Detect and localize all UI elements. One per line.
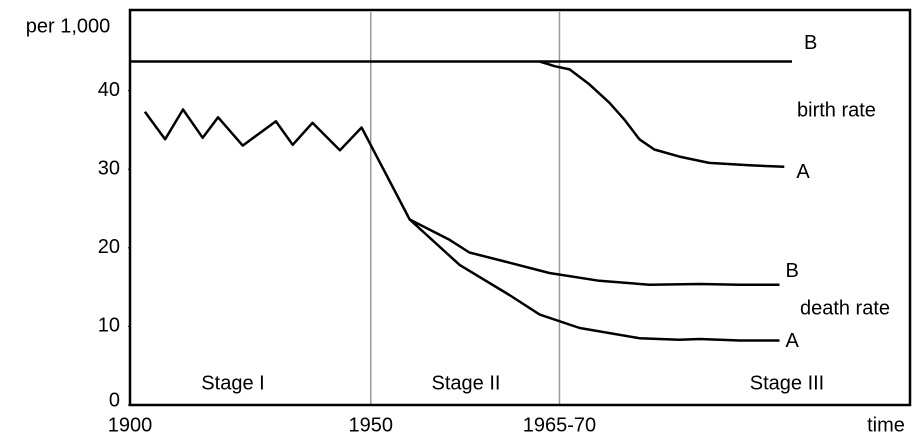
y-tick-label: 20: [98, 236, 120, 258]
line: [408, 218, 780, 342]
y-tick-label: 10: [98, 315, 120, 337]
x-tick-label: 1950: [348, 414, 393, 436]
annotation: Stage I: [201, 372, 264, 394]
x-axis-label: time: [867, 414, 905, 436]
x-tick-label: 1900: [108, 414, 153, 436]
y-tick-label: 30: [98, 157, 120, 179]
x-tick-label: 1965-70: [523, 414, 596, 436]
y-axis-label: per 1,000: [26, 15, 111, 37]
annotation: birth rate: [797, 99, 876, 121]
y-tick-label: 40: [98, 79, 120, 101]
series-label: A: [796, 161, 810, 183]
series-label: B: [786, 260, 799, 282]
annotation: Stage III: [750, 372, 825, 394]
plot-frame: [128, 8, 912, 407]
y-tick-label: 0: [109, 389, 120, 411]
annotation: death rate: [800, 297, 890, 319]
series-label: B: [804, 32, 817, 54]
series-label: A: [786, 330, 800, 352]
line: [143, 108, 780, 286]
line: [539, 60, 785, 169]
annotation: Stage II: [432, 372, 501, 394]
